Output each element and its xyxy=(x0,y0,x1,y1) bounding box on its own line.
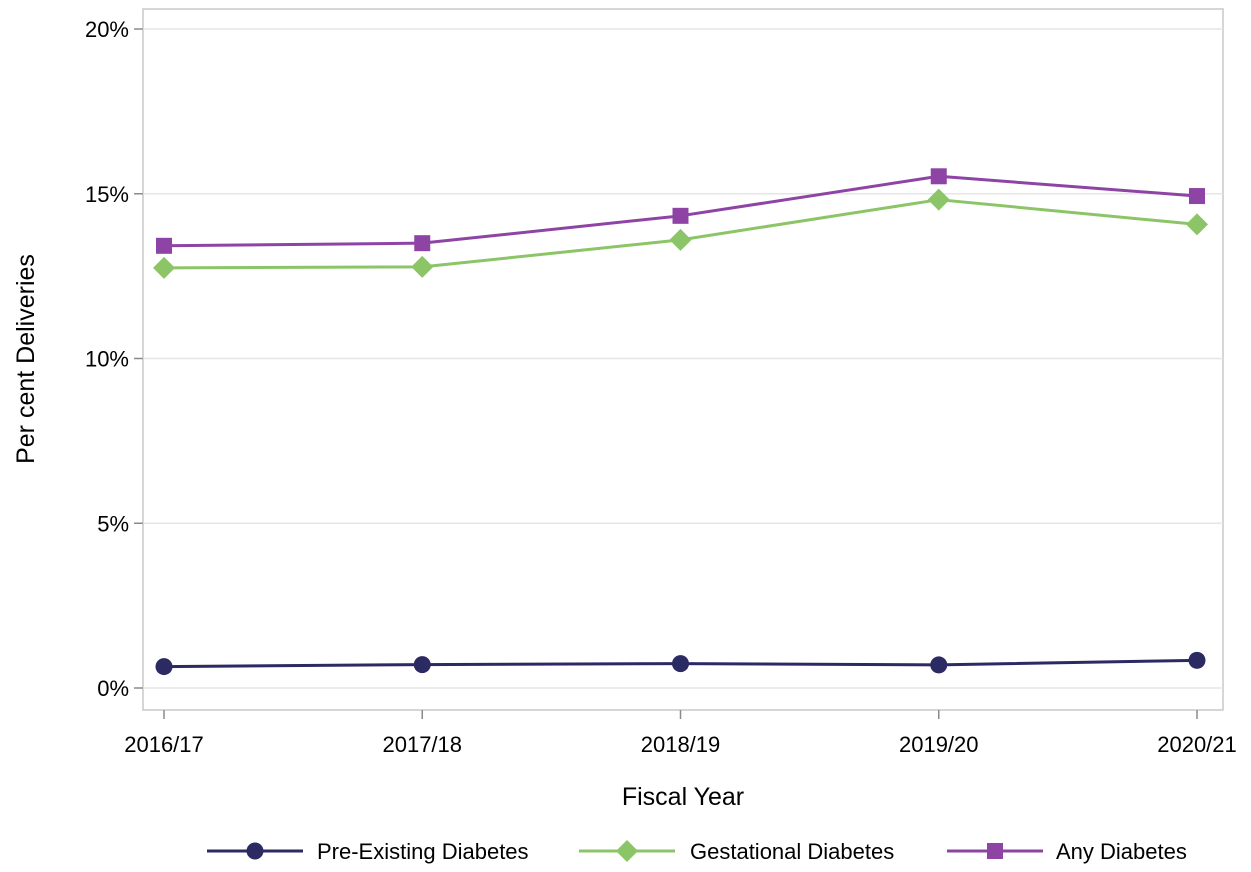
point-gestational-diabetes-1 xyxy=(411,255,434,278)
legend-marker-circle xyxy=(246,842,264,860)
x-tick-label-1: 2017/18 xyxy=(382,732,462,757)
point-pre-existing-diabetes-1 xyxy=(413,656,431,674)
legend-label-pre-existing: Pre-Existing Diabetes xyxy=(317,839,529,864)
point-gestational-diabetes-4 xyxy=(1186,213,1208,236)
point-any-diabetes-1 xyxy=(414,235,431,252)
point-gestational-diabetes-2 xyxy=(669,228,692,251)
y-tick-label-20: 20% xyxy=(85,17,129,42)
series-pre-existing-diabetes xyxy=(155,651,1206,676)
point-pre-existing-diabetes-4 xyxy=(1188,651,1206,669)
series-any-diabetes xyxy=(156,168,1205,254)
series-gestational-diabetes xyxy=(153,188,1208,279)
legend-item-pre-existing: Pre-Existing Diabetes xyxy=(207,839,529,864)
y-tick-label-5: 5% xyxy=(97,511,129,536)
x-tick-label-4: 2020/21 xyxy=(1157,732,1237,757)
point-gestational-diabetes-3 xyxy=(927,188,950,211)
y-tick-label-10: 10% xyxy=(85,347,129,372)
y-axis-title: Per cent Deliveries xyxy=(12,254,40,464)
legend-marker-square xyxy=(987,843,1003,859)
legend-item-any: Any Diabetes xyxy=(947,839,1187,864)
point-pre-existing-diabetes-3 xyxy=(930,656,948,674)
point-gestational-diabetes-0 xyxy=(153,256,175,279)
y-tick-label-0: 0% xyxy=(97,676,129,701)
point-pre-existing-diabetes-2 xyxy=(672,655,689,673)
point-any-diabetes-2 xyxy=(672,207,689,224)
x-tick-label-0: 2016/17 xyxy=(124,732,204,757)
y-tick-label-15: 15% xyxy=(85,182,129,207)
legend-label-any: Any Diabetes xyxy=(1056,839,1187,864)
legend: Pre-Existing Diabetes Gestational Diabet… xyxy=(207,839,1187,864)
series-group xyxy=(153,168,1208,676)
x-axis: 2016/17 2017/18 2018/19 2019/20 2020/21 xyxy=(124,710,1237,757)
legend-label-gestational: Gestational Diabetes xyxy=(690,839,894,864)
legend-item-gestational: Gestational Diabetes xyxy=(579,839,894,864)
point-pre-existing-diabetes-0 xyxy=(155,658,173,676)
y-axis: 0% 5% 10% 15% 20% xyxy=(85,17,143,701)
x-tick-label-3: 2019/20 xyxy=(899,732,979,757)
plot-frame xyxy=(142,8,1224,711)
x-axis-title: Fiscal Year xyxy=(622,783,744,811)
point-any-diabetes-3 xyxy=(930,168,947,185)
gridlines xyxy=(143,28,1223,689)
point-any-diabetes-0 xyxy=(156,237,172,254)
legend-marker-diamond xyxy=(616,840,638,862)
x-tick-label-2: 2018/19 xyxy=(641,732,721,757)
point-any-diabetes-4 xyxy=(1189,188,1205,205)
